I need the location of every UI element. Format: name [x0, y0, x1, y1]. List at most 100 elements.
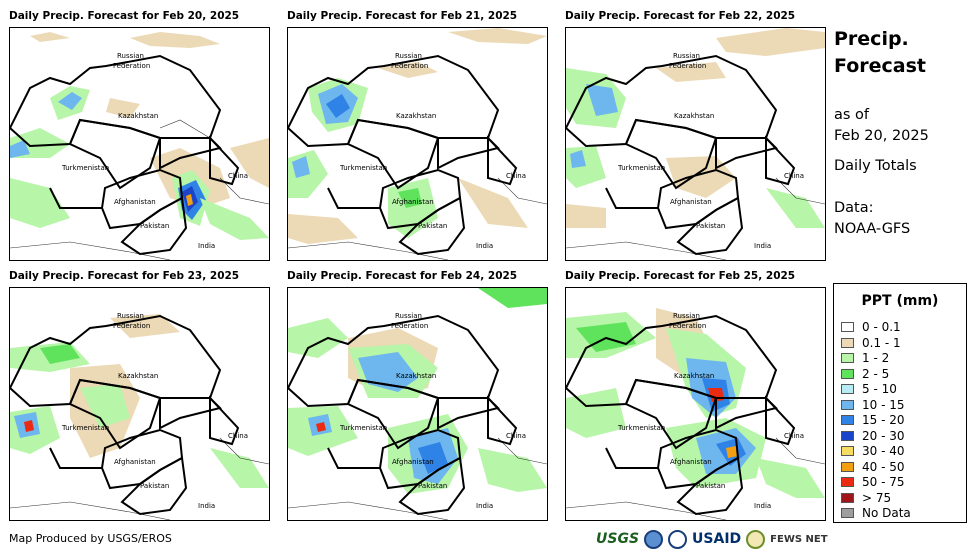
label-china: China	[228, 172, 248, 180]
legend-swatch	[841, 508, 854, 518]
dos-seal-icon	[668, 529, 688, 549]
legend-swatch	[841, 384, 854, 394]
label-pakistan: Pakistan	[418, 482, 447, 490]
fews-net-logo: FEWS NET	[770, 533, 828, 545]
borders	[10, 314, 240, 516]
label-afghanistan: Afghanistan	[392, 458, 434, 466]
precip-map: Russian Federation Kazakhstan Turkmenist…	[9, 287, 270, 521]
legend-swatch	[841, 477, 854, 487]
label-china: China	[228, 432, 248, 440]
logo-bar: USGS USAID FEWS NET	[596, 527, 828, 551]
legend-item: 50 - 75	[841, 475, 905, 489]
precip-shading	[288, 28, 547, 244]
label-russia-2: Federation	[391, 62, 428, 70]
precip-shading	[566, 28, 825, 228]
legend-swatch	[841, 446, 854, 456]
label-kazakhstan: Kazakhstan	[118, 112, 158, 120]
legend-label: 10 - 15	[862, 397, 905, 412]
label-russia-2: Federation	[113, 322, 150, 330]
label-india: India	[476, 242, 493, 250]
borders	[10, 54, 240, 256]
panel-title: Daily Precip. Forecast for Feb 25, 2025	[565, 270, 796, 282]
legend-swatch	[841, 399, 854, 410]
label-turkmenistan: Turkmenistan	[339, 164, 387, 172]
label-russia-1: Russian	[117, 312, 144, 320]
legend-item: 30 - 40	[841, 444, 905, 458]
legend-item: 10 - 15	[841, 398, 905, 412]
precip-map: Russian Federation Kazakhstan Turkmenist…	[565, 287, 826, 521]
legend-item: 2 - 5	[841, 367, 889, 381]
label-india: India	[198, 242, 215, 250]
label-kazakhstan: Kazakhstan	[118, 372, 158, 380]
label-india: India	[476, 502, 493, 510]
label-afghanistan: Afghanistan	[392, 198, 434, 206]
label-china: China	[506, 172, 526, 180]
label-pakistan: Pakistan	[696, 222, 725, 230]
label-russia-1: Russian	[673, 52, 700, 60]
info-data-source: NOAA-GFS	[834, 221, 911, 237]
usgs-logo: USGS	[596, 531, 640, 547]
borders	[288, 314, 518, 516]
panel-title: Daily Precip. Forecast for Feb 20, 2025	[9, 10, 240, 22]
legend-item: 5 - 10	[841, 382, 897, 396]
label-turkmenistan: Turkmenistan	[61, 424, 109, 432]
legend-item: No Data	[841, 506, 911, 520]
legend-label: 30 - 40	[862, 444, 905, 458]
borders-thin	[566, 177, 825, 260]
legend-item: 40 - 50	[841, 460, 905, 474]
borders	[566, 54, 796, 256]
info-asof-date: Feb 20, 2025	[834, 128, 929, 144]
legend-swatch	[841, 430, 854, 441]
legend-item: 0.1 - 1	[841, 336, 901, 350]
borders-thin	[288, 437, 547, 520]
legend-label: 15 - 20	[862, 413, 905, 427]
legend-label: 0 - 0.1	[862, 320, 901, 334]
label-russia-2: Federation	[669, 322, 706, 330]
borders-thin	[566, 437, 825, 520]
precip-map: Russian Federation Kazakhstan Turkmenist…	[287, 287, 548, 521]
label-kazakhstan: Kazakhstan	[674, 112, 714, 120]
info-panel: Precip. Forecast as of Feb 20, 2025 Dail…	[834, 26, 964, 240]
label-pakistan: Pakistan	[140, 482, 169, 490]
info-asof-label: as of	[834, 107, 870, 123]
fews-logo-icon	[746, 529, 766, 549]
borders	[288, 54, 518, 256]
legend-label: 50 - 75	[862, 475, 905, 489]
label-turkmenistan: Turkmenistan	[339, 424, 387, 432]
label-russia-2: Federation	[391, 322, 428, 330]
legend-swatch	[841, 322, 854, 332]
panel-title: Daily Precip. Forecast for Feb 24, 2025	[287, 270, 518, 282]
label-turkmenistan: Turkmenistan	[617, 424, 665, 432]
legend-label: 0.1 - 1	[862, 335, 901, 350]
label-russia-1: Russian	[395, 312, 422, 320]
legend-label: No Data	[862, 506, 911, 520]
label-russia-1: Russian	[117, 52, 144, 60]
legend-label: 5 - 10	[862, 382, 897, 396]
legend-item: 0 - 0.1	[841, 320, 901, 334]
label-turkmenistan: Turkmenistan	[617, 164, 665, 172]
label-india: India	[198, 502, 215, 510]
legend-swatch	[841, 492, 854, 503]
label-india: India	[754, 242, 771, 250]
credit-text: Map Produced by USGS/EROS	[9, 532, 172, 545]
label-china: China	[784, 432, 804, 440]
legend-label: 1 - 2	[862, 351, 890, 365]
label-russia-2: Federation	[669, 62, 706, 70]
label-russia-2: Federation	[113, 62, 150, 70]
noaa-logo-icon	[644, 529, 664, 549]
panel-title: Daily Precip. Forecast for Feb 23, 2025	[9, 270, 240, 282]
legend-swatch	[841, 461, 854, 472]
legend-label: 2 - 5	[862, 366, 890, 381]
label-turkmenistan: Turkmenistan	[61, 164, 109, 172]
label-kazakhstan: Kazakhstan	[674, 372, 714, 380]
info-totals: Daily Totals	[834, 158, 917, 174]
label-afghanistan: Afghanistan	[114, 458, 156, 466]
label-kazakhstan: Kazakhstan	[396, 372, 436, 380]
panel-title: Daily Precip. Forecast for Feb 22, 2025	[565, 10, 796, 22]
legend-title: PPT (mm)	[861, 293, 939, 309]
legend-label: 20 - 30	[862, 428, 905, 443]
info-title-line1: Precip.	[834, 28, 909, 50]
label-pakistan: Pakistan	[696, 482, 725, 490]
label-afghanistan: Afghanistan	[670, 458, 712, 466]
